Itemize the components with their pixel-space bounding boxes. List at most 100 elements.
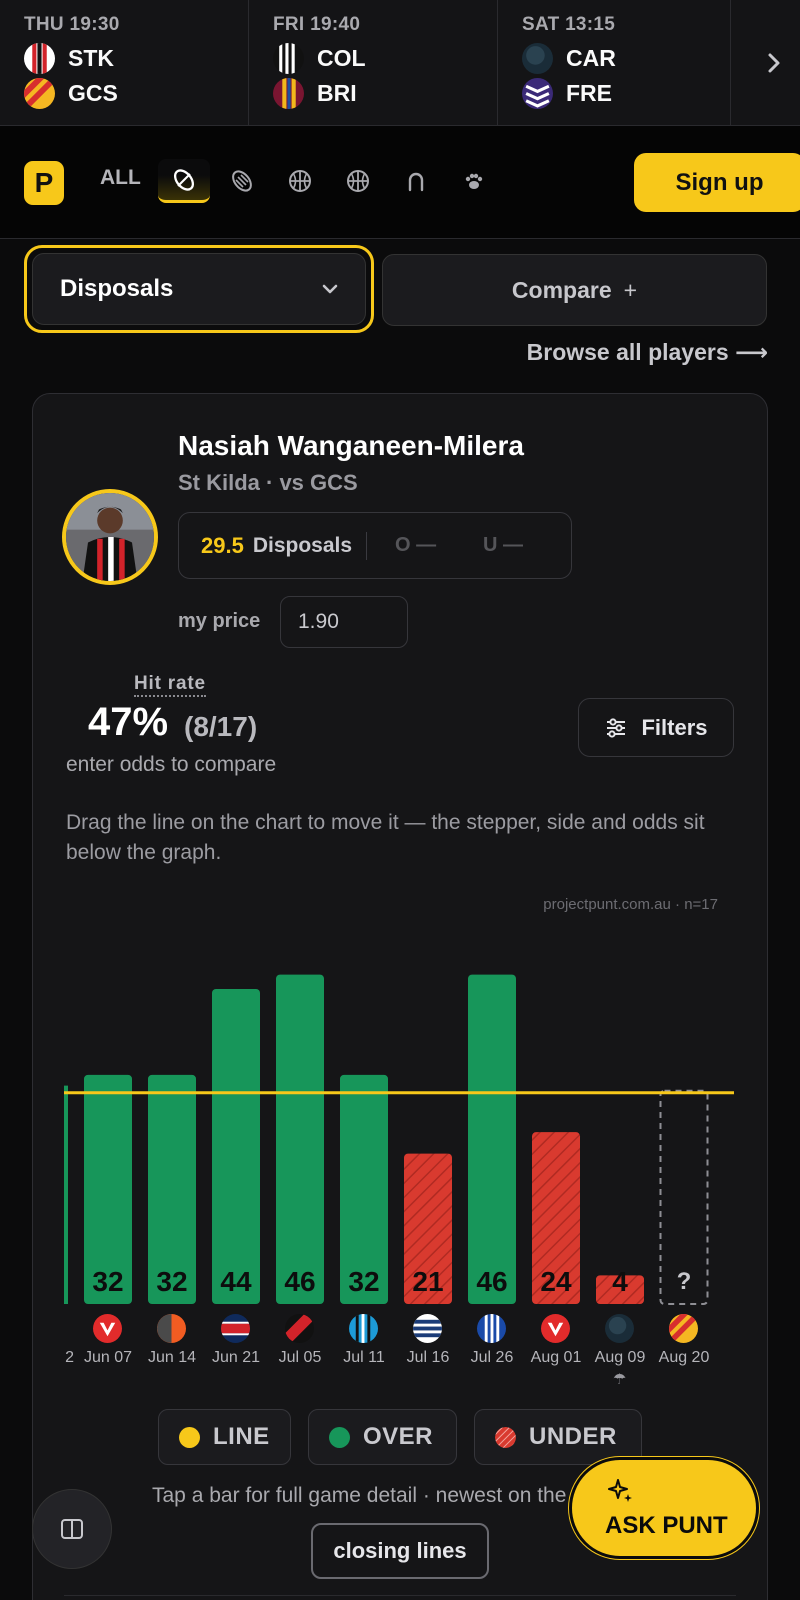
x-tick-label: Jun 14 (147, 1349, 197, 1366)
opponent-logo-icon (541, 1314, 570, 1343)
top-nav: P ALL Sign up (0, 126, 800, 239)
x-tick-label: Jul 16 (406, 1349, 450, 1366)
fixtures-strip: THU 19:30 STK GCS FRI 19:40 COL BRI (0, 0, 800, 126)
under-odds[interactable]: U — (483, 534, 524, 556)
chart-bar (468, 974, 516, 1304)
chart-bar (84, 1074, 132, 1304)
bar-value-label: 32 (156, 1266, 188, 1297)
fixture-team-home: STK (24, 42, 248, 74)
chart-bar (596, 1275, 644, 1304)
fixture-time: SAT 13:15 (522, 14, 616, 35)
over-odds[interactable]: O — (395, 534, 437, 556)
disposals-chart[interactable]: 2 32 Jun 07 32 Jun 14 44 Jun 21 46 Jul 05 32 Jul 1… (64, 900, 734, 1388)
ask-punt-label: ASK PUNT (605, 1512, 728, 1539)
watermark: projectpunt.com.au · n=17 (543, 896, 718, 913)
chart-bar (340, 1074, 388, 1304)
columns-icon (61, 1519, 83, 1539)
x-tick-label: Jun 21 (211, 1349, 261, 1366)
line-price-box: 29.5 Disposals O — U — (178, 512, 572, 579)
bar-value-label: 46 (284, 1266, 316, 1297)
fixture-card[interactable]: FRI 19:40 COL BRI (249, 0, 498, 126)
afl-icon (173, 168, 195, 191)
under-dot-icon (495, 1426, 516, 1448)
sport-filter-greyhounds[interactable] (448, 159, 500, 203)
collingwood-logo-icon (273, 42, 304, 74)
bar-value-label: 32 (348, 1266, 380, 1297)
sign-up-button[interactable]: Sign up (634, 153, 800, 212)
sport-filter-all[interactable]: ALL (100, 166, 141, 189)
opponent-logo-icon (605, 1314, 634, 1343)
soccer-icon (347, 170, 369, 192)
st-kilda-logo-icon (24, 42, 55, 74)
legend-line[interactable]: LINE (158, 1409, 291, 1465)
sport-filter-afl[interactable] (158, 159, 210, 203)
compare-label: Compare (511, 276, 612, 303)
rugby-icon (232, 170, 252, 192)
legend-under[interactable]: UNDER (474, 1409, 642, 1465)
my-price-label: my price (178, 610, 261, 632)
carlton-logo-icon (522, 42, 553, 74)
brisbane-logo-icon (273, 77, 304, 109)
closing-lines-button[interactable]: closing lines (311, 1523, 489, 1579)
player-team-line: St Kilda · vs GCS (178, 470, 358, 495)
fixtures-next-button[interactable] (748, 0, 800, 125)
fixture-team-away: GCS (24, 77, 248, 109)
player-avatar (62, 489, 158, 585)
sport-filter-basketball[interactable] (274, 159, 326, 203)
opponent-logo-icon (157, 1314, 186, 1343)
legend-over[interactable]: OVER (308, 1409, 457, 1465)
chart-canvas (64, 974, 734, 1305)
brand-logo[interactable]: P (24, 161, 64, 205)
team-abbr: FRE (566, 79, 612, 106)
chart-bar-upcoming (659, 1089, 709, 1305)
fremantle-logo-icon (522, 77, 553, 109)
player-name: Nasiah Wanganeen-Milera (178, 430, 524, 461)
tap-note: Tap a bar for full game detail · newest … (152, 1484, 592, 1507)
market-select-field[interactable]: Disposals (32, 253, 366, 325)
fixture-team-home: CAR (522, 42, 730, 74)
x-tick-label: Jun 07 (83, 1349, 133, 1366)
line-dot-icon (179, 1426, 200, 1448)
fixture-card[interactable]: SAT 13:15 CAR FRE (498, 0, 731, 126)
bar-value-label: 21 (412, 1266, 444, 1297)
player-card (32, 393, 768, 1600)
opponent-logo-icon (349, 1314, 378, 1343)
my-price-input[interactable] (280, 596, 408, 648)
over-dot-icon (329, 1426, 350, 1448)
horseshoe-icon (408, 172, 424, 192)
bar-value-label: 4 (612, 1266, 628, 1297)
chart-hint: Drag the line on the chart to move it — … (66, 811, 705, 864)
filters-button[interactable]: Filters (578, 698, 734, 757)
sport-filter-soccer[interactable] (332, 159, 384, 203)
chevron-down-icon (322, 284, 338, 294)
browse-all-players-link[interactable]: Browse all players ⟶ (526, 339, 768, 365)
x-tick-label: Jul 05 (278, 1349, 322, 1366)
divider (366, 531, 368, 560)
sidebar-toggle-button[interactable] (32, 1489, 112, 1569)
basketball-icon (289, 170, 311, 192)
ask-punt-button[interactable]: ASK PUNT (569, 1457, 759, 1559)
fixture-card[interactable]: THU 19:30 STK GCS (0, 0, 249, 126)
market-select[interactable]: Disposals (24, 245, 374, 333)
paw-icon (465, 173, 483, 189)
sport-filter-racing[interactable] (390, 159, 442, 203)
x-tick-label: Aug 09 (594, 1349, 646, 1366)
sport-filter-rugby[interactable] (216, 159, 268, 203)
fixture-team-away: FRE (522, 77, 730, 109)
chevron-right-icon (768, 53, 780, 72)
x-tick-label: Aug 01 (530, 1349, 582, 1366)
line-value: 29.5 (201, 532, 244, 558)
compare-button[interactable]: Compare + (382, 254, 767, 326)
sliders-icon (607, 717, 626, 738)
plus-icon: + (623, 276, 638, 303)
hit-rate-label[interactable]: Hit rate (134, 673, 206, 697)
legend-under-label: UNDER (529, 1423, 617, 1450)
section-divider (64, 1595, 736, 1596)
chart-bar-partial (64, 1085, 68, 1304)
fixture-time: FRI 19:40 (273, 14, 361, 35)
legend-over-label: OVER (363, 1423, 434, 1450)
line-market: Disposals (252, 533, 353, 557)
filters-label: Filters (641, 714, 708, 740)
bar-value-label: 44 (220, 1266, 252, 1297)
opponent-logo-icon (93, 1314, 122, 1343)
